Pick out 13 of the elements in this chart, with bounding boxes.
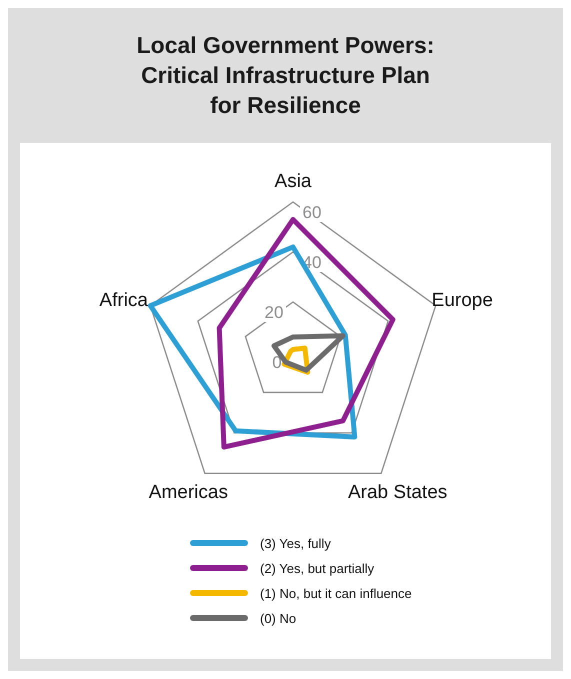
y-tick-label: 0 (272, 353, 282, 372)
y-tick-label: 20 (264, 303, 284, 322)
spoke-label: Europe (432, 290, 493, 311)
chart-title: Local Government Powers: Critical Infrastructure Plan for Resilience (136, 32, 434, 118)
legend-label: (1) No, but it can influence (260, 586, 412, 601)
y-tick-label: 60 (302, 203, 322, 222)
spoke-label: Asia (274, 171, 312, 192)
spoke-label: Africa (99, 290, 148, 311)
legend-label: (3) Yes, fully (260, 536, 332, 551)
spoke-label: Arab States (348, 482, 448, 504)
spoke-label: Americas (148, 482, 228, 504)
legend-label: (2) Yes, but partially (260, 561, 375, 576)
legend-label: (0) No (260, 611, 296, 626)
